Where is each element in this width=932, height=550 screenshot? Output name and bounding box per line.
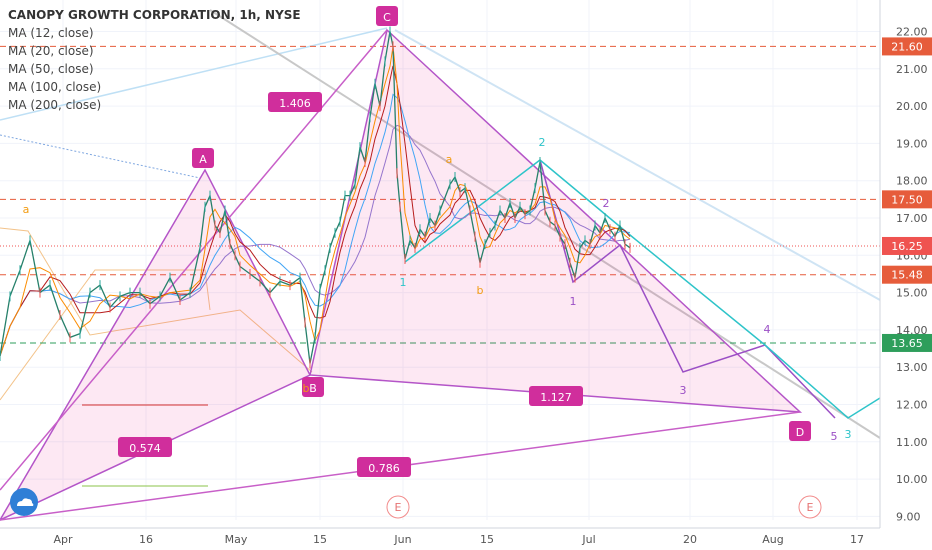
price-tag-label-4: 13.65: [891, 337, 923, 350]
pattern-point-0: A: [199, 153, 207, 166]
indicator-ma20[interactable]: MA (20, close): [8, 44, 94, 58]
y-tick-7: 15.00: [896, 287, 928, 300]
trend-line-channel: [394, 29, 881, 301]
x-tick-2: May: [225, 533, 248, 546]
wave-label-8: 5: [831, 430, 838, 443]
tradingview-logo[interactable]: [10, 488, 38, 516]
y-tick-2: 20.00: [896, 100, 928, 113]
x-tick-0: Apr: [53, 533, 73, 546]
x-tick-1: 16: [139, 533, 153, 546]
price-tag-label-3: 15.48: [891, 269, 923, 282]
y-tick-1: 21.00: [896, 63, 928, 76]
wave-line-orange-2: [0, 269, 211, 401]
price-tag-2: [882, 236, 932, 255]
pattern-point-2-box: [376, 6, 398, 26]
annotations: A B C D 1.406 1.127 0.574 0.786 a b a b 1 2 3 4 5 1 2 3 E E: [23, 6, 852, 519]
indicator-ma50[interactable]: MA (50, close): [8, 62, 94, 76]
time-axis-bg: [0, 528, 932, 550]
wave-projection-purple: [539, 159, 836, 419]
x-tick-9: 17: [850, 533, 864, 546]
wave-label-3: b: [477, 284, 484, 297]
y-tick-13: 9.00: [896, 510, 921, 523]
y-tick-8: 14.00: [896, 324, 928, 337]
price-levels: [0, 45, 880, 344]
chart-legend: CANOPY GROWTH CORPORATION, 1h, NYSE MA (…: [8, 6, 301, 114]
indicator-ma200[interactable]: MA (200, close): [8, 98, 102, 112]
ratio-label-2: 0.574: [129, 442, 161, 455]
chart-title: CANOPY GROWTH CORPORATION, 1h, NYSE: [8, 8, 301, 22]
ratio-box-0: [268, 92, 322, 112]
pattern-point-1-box: [302, 377, 324, 397]
y-tick-5: 17.00: [896, 212, 928, 225]
price-tag-label-1: 17.50: [891, 193, 923, 206]
pattern-point-1: B: [309, 382, 317, 395]
y-tick-0: 22.00: [896, 26, 928, 39]
event-marker-0-circle: [386, 495, 410, 519]
ratio-box-1: [529, 386, 583, 406]
x-tick-3: 15: [313, 533, 327, 546]
cloud-icon: [17, 498, 34, 506]
x-tick-8: Aug: [762, 533, 783, 546]
pattern-triangle-xab: [0, 168, 312, 521]
wave-label-9: 1: [570, 295, 577, 308]
y-tick-10: 12.00: [896, 399, 928, 412]
price-tag-3: [882, 265, 932, 284]
y-tick-12: 10.00: [896, 473, 928, 486]
event-marker-1: E: [807, 501, 814, 514]
wave-label-4: 1: [400, 276, 407, 289]
x-tick-4: Jun: [393, 533, 411, 546]
price-tag-1: [882, 190, 932, 209]
y-tick-3: 19.00: [896, 137, 928, 150]
wave-label-5: 2: [539, 136, 546, 149]
x-tick-7: 20: [683, 533, 697, 546]
price-tag-0: [882, 37, 932, 56]
trend-line-light-blue: [0, 27, 388, 121]
wave-label-1: b: [303, 382, 310, 395]
trend-line-dotted: [0, 134, 201, 179]
ratio-label-1: 1.127: [540, 391, 572, 404]
price-tag-label-2: 16.25: [891, 240, 923, 253]
price-series: [0, 26, 631, 369]
wave-label-0: a: [23, 203, 30, 216]
pattern-point-3-box: [789, 421, 811, 441]
price-tag-label-0: 21.60: [891, 40, 923, 53]
ratio-label-3: 0.786: [368, 462, 400, 475]
ratio-box-2: [118, 437, 172, 457]
indicator-ma12[interactable]: MA (12, close): [8, 26, 94, 40]
price-tag-4: [882, 333, 932, 352]
x-tick-5: 15: [480, 533, 494, 546]
indicator-ma100[interactable]: MA (100, close): [8, 80, 102, 94]
y-tick-4: 18.00: [896, 175, 928, 188]
trend-line-grey: [209, 9, 881, 439]
wave-projection-cyan: [404, 159, 881, 419]
wave-label-6: 3: [680, 384, 687, 397]
pattern-point-0-box: [192, 148, 214, 168]
wave-label-2: a: [446, 153, 453, 166]
ma-200-line: [0, 124, 631, 357]
pattern-point-2: C: [383, 11, 391, 24]
wave-line-orange: [0, 227, 313, 373]
y-tick-9: 13.00: [896, 361, 928, 374]
wave-label-7: 4: [764, 323, 771, 336]
event-marker-0: E: [395, 501, 402, 514]
event-marker-1-circle: [798, 495, 822, 519]
wave-label-11: 3: [845, 428, 852, 441]
y-tick-11: 11.00: [896, 436, 928, 449]
x-tick-6: Jul: [581, 533, 595, 546]
ratio-label-0: 1.406: [279, 97, 311, 110]
ratio-box-3: [357, 457, 411, 477]
pattern-point-3: D: [796, 426, 804, 439]
pattern-line-xc: [0, 29, 388, 491]
wave-label-10: 2: [603, 197, 610, 210]
